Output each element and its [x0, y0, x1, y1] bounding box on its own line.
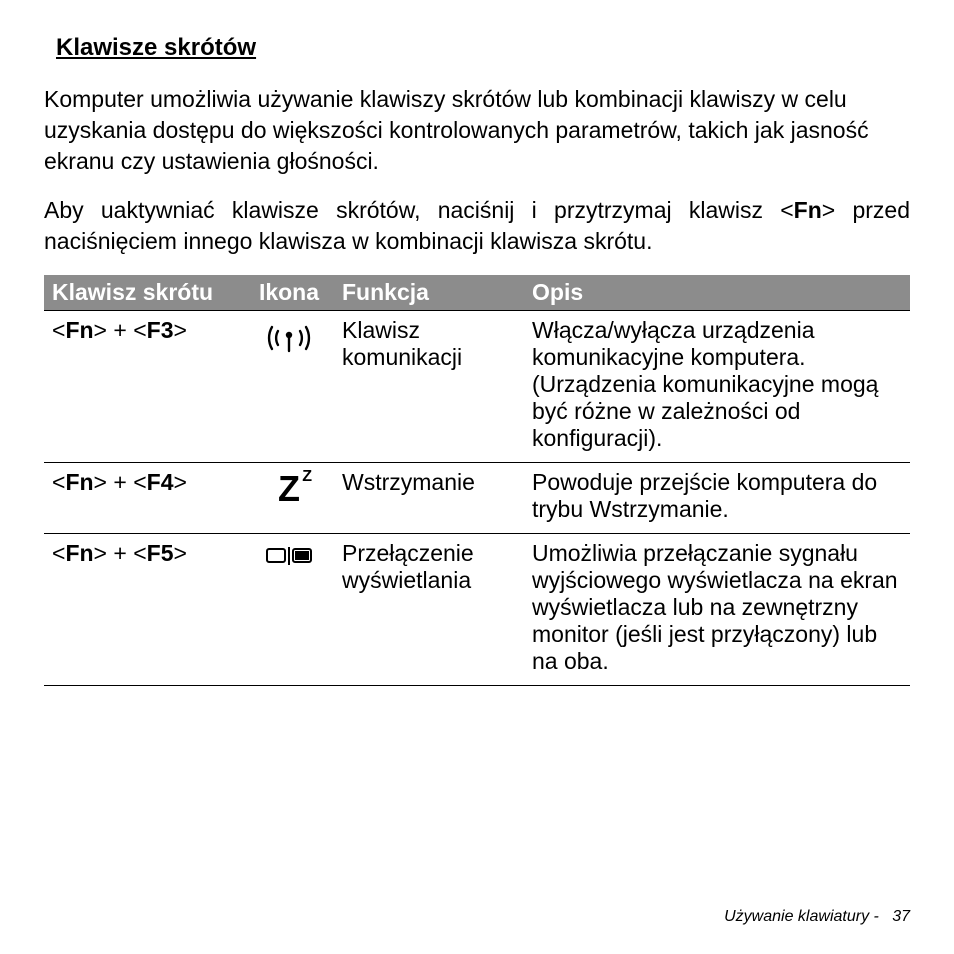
- sleep-icon: ZZ: [278, 471, 300, 507]
- hotkey-combo: <Fn> + <F5>: [52, 540, 187, 566]
- cell-description: Włącza/wyłącza urządzenia komunikacyjne …: [524, 311, 910, 463]
- key2: F4: [147, 469, 174, 495]
- para2-pre: Aby uaktywniać klawisze skrótów, naciśni…: [44, 197, 794, 223]
- cell-function: Wstrzymanie: [334, 463, 524, 534]
- hotkeys-table: Klawisz skrótu Ikona Funkcja Opis <Fn> +…: [44, 275, 910, 686]
- footer-page-number: 37: [892, 908, 910, 925]
- key1: Fn: [65, 540, 93, 566]
- cell-description: Umożliwia przełączanie sygnału wyjściowe…: [524, 534, 910, 686]
- para2-key: Fn: [794, 197, 822, 223]
- cell-hotkey: <Fn> + <F5>: [44, 534, 244, 686]
- cell-icon: [244, 311, 334, 463]
- cell-function: Klawisz komunikacji: [334, 311, 524, 463]
- wireless-icon: [266, 321, 312, 355]
- hotkey-combo: <Fn> + <F4>: [52, 469, 187, 495]
- cell-function: Przełączenie wyświetlania: [334, 534, 524, 686]
- hotkey-combo: <Fn> + <F3>: [52, 317, 187, 343]
- table-header-row: Klawisz skrótu Ikona Funkcja Opis: [44, 275, 910, 311]
- section-title: Klawisze skrótów: [56, 34, 910, 62]
- table-row: <Fn> + <F3>: [44, 311, 910, 463]
- th-description: Opis: [524, 275, 910, 311]
- key1: Fn: [65, 469, 93, 495]
- th-function: Funkcja: [334, 275, 524, 311]
- document-page: Klawisze skrótów Komputer umożliwia używ…: [0, 0, 954, 954]
- th-icon: Ikona: [244, 275, 334, 311]
- cell-icon: ZZ: [244, 463, 334, 534]
- key2: F5: [147, 540, 174, 566]
- page-footer: Używanie klawiatury - 37: [724, 908, 910, 926]
- key1: Fn: [65, 317, 93, 343]
- cell-hotkey: <Fn> + <F4>: [44, 463, 244, 534]
- intro-paragraph-2: Aby uaktywniać klawisze skrótów, naciśni…: [44, 195, 910, 257]
- table-row: <Fn> + <F4> ZZ Wstrzymanie Powoduje prze…: [44, 463, 910, 534]
- footer-label: Używanie klawiatury -: [724, 908, 879, 925]
- table-row: <Fn> + <F5> Przełączenie wyświetlania Um…: [44, 534, 910, 686]
- display-switch-icon: [264, 544, 314, 568]
- cell-hotkey: <Fn> + <F3>: [44, 311, 244, 463]
- th-hotkey: Klawisz skrótu: [44, 275, 244, 311]
- intro-paragraph-1: Komputer umożliwia używanie klawiszy skr…: [44, 84, 910, 177]
- cell-icon: [244, 534, 334, 686]
- key2: F3: [147, 317, 174, 343]
- cell-description: Powoduje przejście komputera do trybu Ws…: [524, 463, 910, 534]
